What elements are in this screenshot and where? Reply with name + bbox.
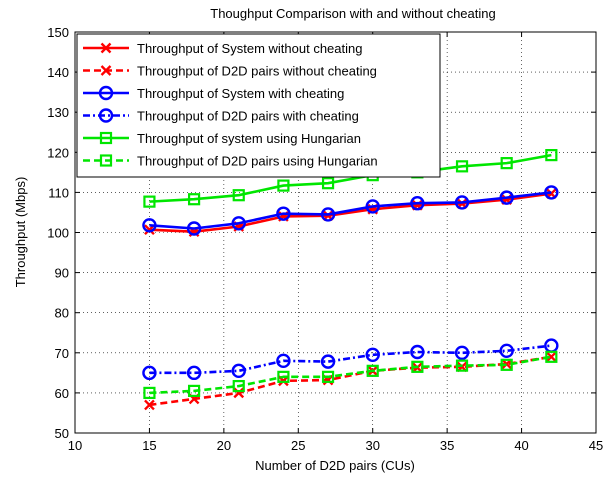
y-axis-label: Throughput (Mbps) <box>13 177 28 288</box>
data-point-square-marker <box>232 189 245 202</box>
series-3 <box>142 185 559 236</box>
data-point-square-marker <box>232 379 245 393</box>
data-point-square-marker <box>143 386 156 399</box>
data-point-square-marker <box>411 360 424 373</box>
x-tick-label: 15 <box>142 438 156 453</box>
data-point-circle-marker <box>186 221 202 236</box>
data-point-square-marker <box>500 157 513 170</box>
data-point-circle-marker <box>231 363 246 379</box>
y-tick-label: 90 <box>55 266 69 281</box>
data-point-square-marker <box>99 131 113 145</box>
data-point-x-marker <box>100 42 112 54</box>
series-line <box>149 355 552 395</box>
data-point-square-marker <box>187 193 201 206</box>
data-point-x-marker <box>144 399 155 411</box>
data-point-square-marker <box>321 370 335 383</box>
data-point-x-marker <box>100 65 112 76</box>
chart-title: Thoughput Comparison with and without ch… <box>210 6 495 21</box>
legend: Throughput of System without cheating Thr… <box>76 33 441 178</box>
data-point-square-marker <box>500 358 513 371</box>
data-point-square-marker <box>277 179 290 192</box>
data-point-circle-marker <box>320 354 336 369</box>
x-tick-label: 10 <box>68 438 82 453</box>
data-point-square-marker <box>455 359 469 372</box>
series-4 <box>142 338 559 381</box>
data-point-circle-marker <box>276 353 291 369</box>
data-point-circle-marker <box>544 185 559 200</box>
data-point-x-marker <box>501 358 513 370</box>
data-point-x-marker <box>233 387 245 399</box>
data-point-circle-marker <box>276 206 291 221</box>
legend-item: Throughput of System without cheating <box>83 41 362 56</box>
data-point-circle-marker <box>499 343 514 358</box>
x-tick-label: 30 <box>365 438 379 453</box>
legend-item: Throughput of D2D pairs using Hungarian <box>83 154 378 169</box>
data-point-circle-marker <box>142 218 157 233</box>
data-point-square-marker <box>277 370 290 383</box>
data-point-circle-marker <box>320 207 336 222</box>
data-point-square-marker <box>99 154 113 167</box>
legend-item: Throughput of System with cheating <box>83 85 344 101</box>
series-line <box>149 192 552 233</box>
data-point-square-marker <box>455 160 469 173</box>
data-point-square-marker <box>545 149 558 162</box>
y-tick-label: 140 <box>47 65 69 80</box>
x-tick-label: 45 <box>589 438 603 453</box>
legend-label: Throughput of D2D pairs with cheating <box>137 109 359 124</box>
data-point-square-marker <box>143 195 156 208</box>
y-tick-label: 80 <box>55 306 69 321</box>
data-point-circle-marker <box>98 85 114 101</box>
grid <box>75 32 596 433</box>
data-point-circle-marker <box>410 344 425 360</box>
data-point-x-marker <box>545 351 557 363</box>
plot-series <box>142 149 559 411</box>
data-point-circle-marker <box>186 365 202 381</box>
data-point-circle-marker <box>365 347 380 363</box>
series-6 <box>143 350 558 399</box>
legend-box <box>76 33 441 178</box>
data-point-circle-marker <box>231 216 246 231</box>
x-tick-label: 35 <box>440 438 454 453</box>
data-point-square-marker <box>321 177 335 190</box>
legend-label: Throughput of System without cheating <box>137 41 362 56</box>
y-tick-label: 120 <box>47 145 69 160</box>
y-tick-label: 150 <box>47 25 69 40</box>
data-point-circle-marker <box>454 345 470 360</box>
series-line <box>149 153 552 203</box>
y-tick-label: 130 <box>47 105 69 120</box>
data-point-circle-marker <box>454 195 470 210</box>
x-axis-label: Number of D2D pairs (CUs) <box>255 458 415 473</box>
legend-item: Throughput of D2D pairs without cheating <box>83 64 377 79</box>
y-tick-label: 70 <box>55 346 69 361</box>
legend-item: Throughput of D2D pairs with cheating <box>83 108 359 124</box>
data-point-circle-marker <box>499 190 514 205</box>
data-point-square-marker <box>366 364 379 377</box>
data-point-circle-marker <box>410 196 425 211</box>
legend-item: Throughput of system using Hungarian <box>83 131 361 146</box>
data-point-circle-marker <box>142 365 157 381</box>
data-point-circle-marker <box>365 199 380 214</box>
series-line <box>149 191 552 230</box>
legend-label: Throughput of System with cheating <box>137 86 344 101</box>
axis-ticks: 10 15 20 25 30 35 40 45 50 60 70 80 90 100 110 120 130 14… <box>47 25 603 453</box>
series-line <box>149 355 552 407</box>
y-tick-label: 100 <box>47 226 69 241</box>
legend-label: Throughput of D2D pairs using Hungarian <box>137 154 378 169</box>
x-tick-label: 25 <box>291 438 305 453</box>
data-point-circle-marker <box>98 108 114 123</box>
y-tick-label: 110 <box>48 185 69 200</box>
y-tick-label: 50 <box>55 426 69 441</box>
legend-label: Throughput of system using Hungarian <box>137 131 361 146</box>
data-point-square-marker <box>187 384 201 397</box>
data-point-square-marker <box>545 350 558 363</box>
series-line <box>149 344 552 375</box>
x-tick-label: 20 <box>217 438 231 453</box>
y-tick-label: 60 <box>55 386 69 401</box>
x-tick-label: 40 <box>514 438 528 453</box>
legend-label: Throughput of D2D pairs without cheating <box>137 64 377 79</box>
